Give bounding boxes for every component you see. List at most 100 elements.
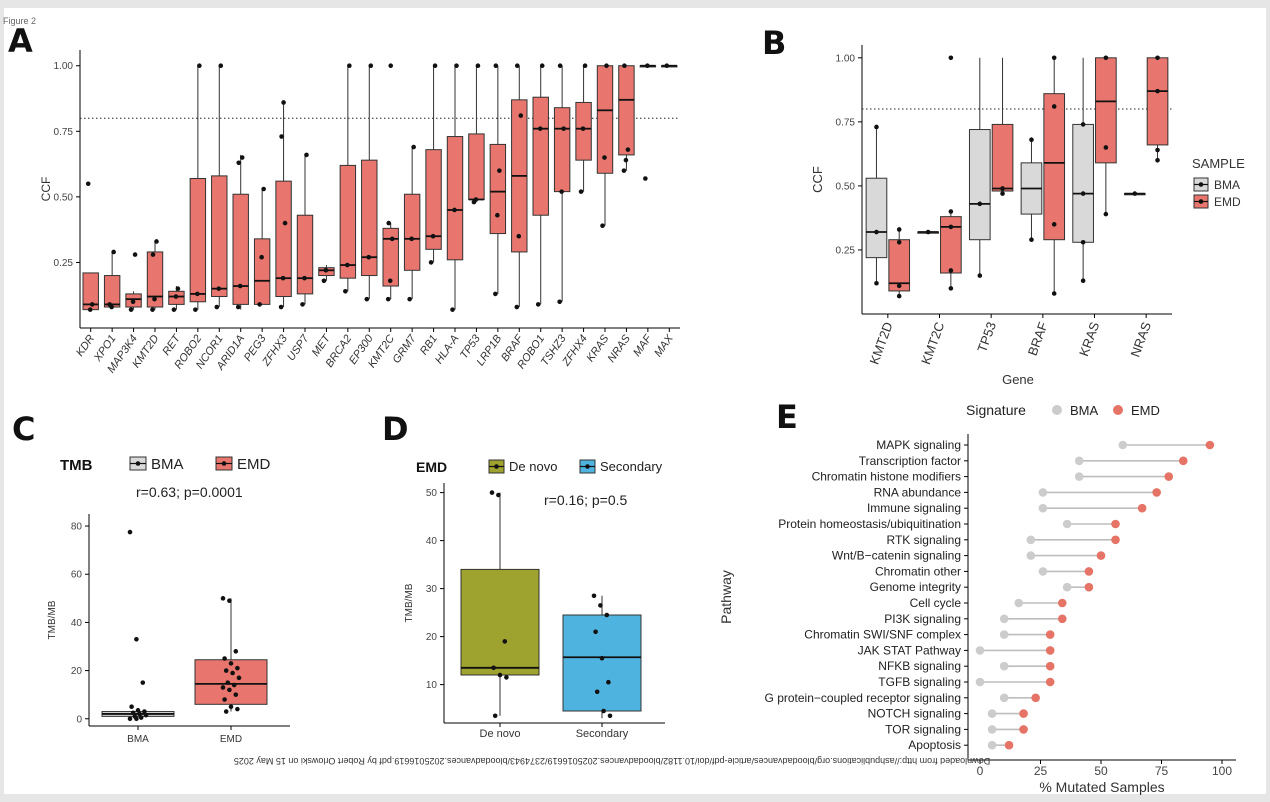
- panel-e-x-tick-label: 25: [1034, 764, 1048, 778]
- panel-c-box-bma-point: [137, 711, 142, 717]
- panel-e-emd-point: [1004, 740, 1014, 750]
- panel-e-bma-point: [975, 646, 985, 655]
- panel-c-box-emd-point: [227, 687, 232, 693]
- panel-a-box-kmt2c-point: [388, 63, 394, 69]
- panel-a-box-usp7-box: [296, 214, 314, 295]
- panel-b-bma-box-kmt2d-point: [874, 124, 879, 130]
- panel-a-box-map3k4-point: [132, 252, 138, 257]
- panel-b-emd-box-braf-point: [1051, 222, 1057, 227]
- panel-e-x-tick-label: 50: [1094, 764, 1108, 778]
- panel-c-box-emd-point: [227, 598, 232, 604]
- panel-c-box-emd-point: [233, 649, 239, 654]
- panel-b-emd-box-braf-point: [1051, 291, 1057, 296]
- panel-e-emd-point: [1164, 472, 1174, 481]
- panel-a-box-kmt2d-point: [150, 307, 155, 312]
- panel-b-emd-box-nras-point: [1155, 147, 1160, 153]
- panel-b-y-tick-label: 0.75: [836, 117, 856, 128]
- panel-a-box-grm7-point: [409, 236, 414, 242]
- panel-c-y-tick-label: 0: [76, 714, 82, 725]
- panel-d-y-axis-title: TMB/MB: [404, 583, 415, 622]
- panel-b-y-axis-title: CCF: [810, 166, 825, 193]
- panel-a-box-kmt2c-box: [382, 227, 399, 287]
- panel-e-emd-point: [1019, 725, 1028, 734]
- panel-e-emd-point: [1045, 661, 1055, 671]
- panel-c-y-tick-label: 40: [71, 618, 83, 629]
- panel-a-box-rb1-point: [432, 63, 438, 69]
- download-watermark: Downloaded from http://ashpublications.o…: [233, 756, 991, 766]
- panel-e-bma-point: [999, 661, 1009, 671]
- panel-a-box-kdr-point: [87, 307, 93, 312]
- panel-b-chart: B 0.25 0.50 0.75 1.00 CCF KMT2D KMT2C TP53 BRAF KR…: [762, 24, 1245, 387]
- panel-c-box-emd-point: [235, 665, 240, 671]
- panel-b-emd-box-kmt2c-point: [948, 286, 954, 291]
- panel-a-letter: A: [8, 22, 33, 60]
- panel-b-bma-box-tp53-box: [968, 129, 991, 241]
- panel-e-bma-point: [975, 677, 985, 687]
- panel-d-box-de-novo-point: [489, 490, 495, 495]
- panel-e-pathway-label: Cell cycle: [910, 596, 962, 610]
- panel-a-box-kras-point: [602, 155, 607, 160]
- panel-d-box-secondary-point: [607, 713, 613, 719]
- panel-b-legend-key-point: [1198, 182, 1204, 187]
- panel-a-box-tp53-point: [475, 63, 481, 69]
- panel-b-emd-box-tp53-point: [1000, 186, 1005, 191]
- panel-a-box-nras-box: [618, 65, 635, 156]
- panel-a-box-arid1a-box: [232, 193, 249, 305]
- panel-d-box-secondary-point: [598, 603, 603, 608]
- panel-e-bma-point: [1038, 567, 1048, 576]
- panel-b-emd-box-kras-point: [1103, 55, 1109, 61]
- panel-d-box-secondary-point: [594, 689, 600, 695]
- panel-c-box-emd-point: [220, 596, 226, 601]
- panel-c-x-tick-label: EMD: [220, 734, 242, 745]
- panel-e-emd-point: [1178, 456, 1188, 466]
- panel-a-box-met-point: [323, 268, 329, 273]
- panel-e-emd-point: [1111, 535, 1120, 545]
- panel-a-box-lrp1b-point: [493, 63, 499, 69]
- panel-c-box-bma-point: [127, 716, 133, 722]
- panel-a-box-tshz3-point: [557, 299, 562, 305]
- panel-e-bma-point: [999, 693, 1009, 703]
- panel-d-box-de-novo-point: [502, 639, 508, 644]
- panel-d-annotation: r=0.16; p=0.5: [544, 492, 628, 508]
- panel-e-letter: E: [776, 398, 798, 436]
- panel-e-pathway-label: NFKB signaling: [878, 659, 961, 673]
- panel-e-emd-point: [1031, 693, 1040, 703]
- panel-a-box-map3k4-point: [128, 307, 134, 312]
- panel-d-y-tick-label: 40: [426, 536, 438, 547]
- panel-a-box-ncor1-point: [216, 286, 222, 291]
- panel-c-y-axis-title: TMB/MB: [47, 600, 58, 639]
- panel-b-emd-box-kmt2c-point: [948, 55, 954, 61]
- panel-c-box-bma-point: [143, 712, 149, 718]
- panel-e-bma-point: [987, 709, 997, 718]
- panel-b-bma-box-kmt2c-point: [925, 229, 931, 235]
- panel-b-x-tick-label: NRAS: [1128, 320, 1155, 359]
- panel-c-box-emd-point: [220, 685, 226, 690]
- panel-e-bma-point: [1074, 456, 1084, 466]
- panel-a-box-robo2-box: [189, 178, 207, 303]
- panel-a-box-lrp1b-box: [489, 143, 507, 235]
- panel-a-box-nras-point: [622, 63, 627, 69]
- panel-e-bma-point: [1038, 488, 1048, 497]
- panel-e-emd-point: [1111, 519, 1120, 529]
- panel-a-box-zfhx4-point: [578, 189, 584, 194]
- panel-e-emd-point: [1057, 598, 1067, 608]
- panel-a-box-ep300-point: [364, 296, 370, 302]
- panel-b-emd-box-kmt2c-point: [948, 209, 954, 214]
- panel-a-chart: A0.250.500.751.00CCFKDRXPO1MAP3K4KMT2DRE…: [8, 22, 680, 375]
- panel-b-bma-box-kmt2d-box: [865, 177, 888, 259]
- panel-a-box-tshz3-point: [561, 126, 566, 131]
- panel-e-legend-key-bma: [1052, 405, 1062, 415]
- panel-a-box-met-point: [321, 278, 327, 284]
- panel-e-bma-point: [987, 725, 997, 734]
- panel-e-pathway-label: PI3K signaling: [884, 612, 961, 626]
- panel-a-box-zfhx4-point: [580, 126, 586, 131]
- panel-a-y-tick-label: 0.75: [54, 127, 74, 138]
- panel-e-emd-point: [1137, 503, 1147, 513]
- panel-e-bma-point: [999, 614, 1009, 624]
- panel-e-pathway-label: Immune signaling: [867, 501, 961, 515]
- panel-b-emd-box-nras-box: [1146, 57, 1169, 146]
- panel-b-bma-box-kras-point: [1080, 278, 1086, 283]
- panel-a-box-lrp1b-point: [495, 212, 500, 218]
- panel-c-box-emd-box: [194, 659, 268, 705]
- panel-c-chart: C TMB BMA EMD r=0.63; p=0.0001 0 20 40 60 80 TMB/M…: [12, 410, 290, 745]
